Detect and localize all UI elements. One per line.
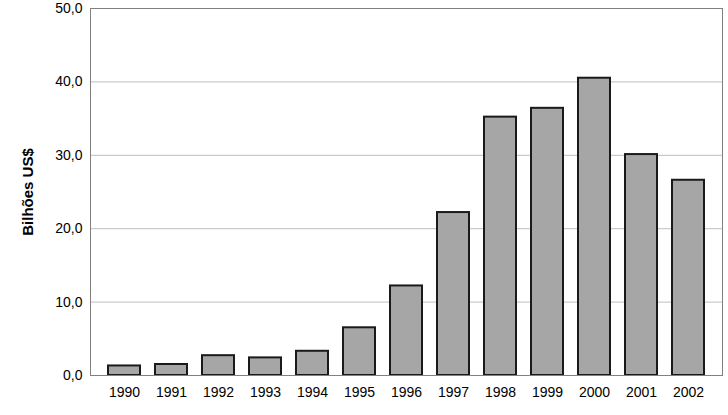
svg-text:20,0: 20,0 <box>55 220 82 236</box>
svg-text:1992: 1992 <box>203 384 234 400</box>
svg-text:40,0: 40,0 <box>55 73 82 89</box>
svg-text:1998: 1998 <box>485 384 516 400</box>
svg-text:2000: 2000 <box>579 384 610 400</box>
svg-text:1990: 1990 <box>109 384 140 400</box>
svg-text:1996: 1996 <box>391 384 422 400</box>
svg-text:2001: 2001 <box>626 384 657 400</box>
svg-text:0,0: 0,0 <box>63 367 83 383</box>
svg-text:1993: 1993 <box>250 384 281 400</box>
svg-text:1999: 1999 <box>532 384 563 400</box>
svg-text:10,0: 10,0 <box>55 294 82 310</box>
svg-text:2002: 2002 <box>673 384 704 400</box>
svg-text:50,0: 50,0 <box>55 0 82 16</box>
svg-text:30,0: 30,0 <box>55 147 82 163</box>
svg-text:1994: 1994 <box>297 384 328 400</box>
svg-text:1991: 1991 <box>156 384 187 400</box>
svg-text:Bilhões US$: Bilhões US$ <box>19 148 36 236</box>
svg-text:1997: 1997 <box>438 384 469 400</box>
svg-text:1995: 1995 <box>344 384 375 400</box>
